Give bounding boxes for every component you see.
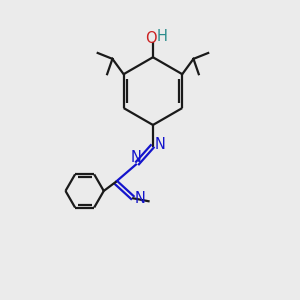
Text: H: H bbox=[156, 29, 167, 44]
Text: N: N bbox=[131, 150, 142, 165]
Text: O: O bbox=[145, 31, 156, 46]
Text: N: N bbox=[155, 136, 166, 152]
Text: N: N bbox=[134, 191, 145, 206]
